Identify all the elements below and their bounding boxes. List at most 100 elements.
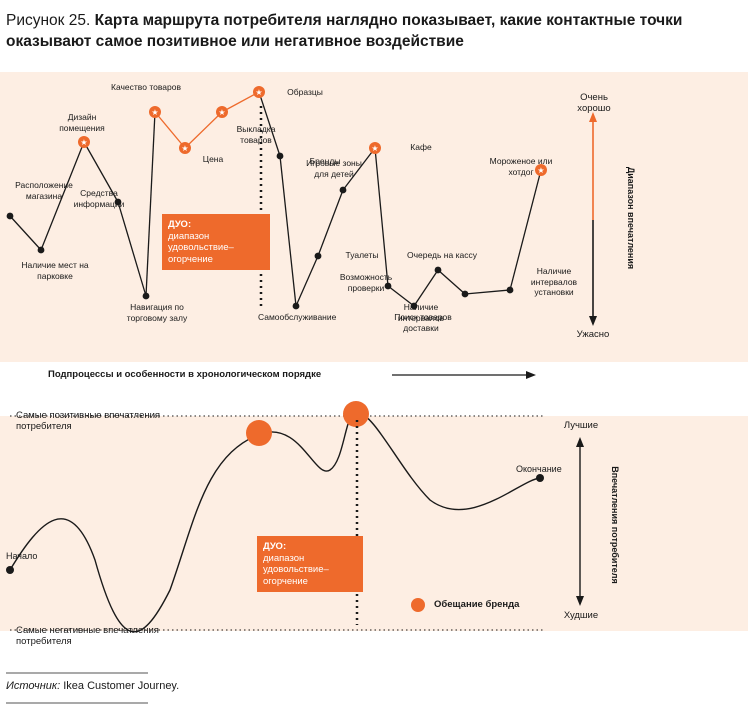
- star-icon: ★: [255, 88, 262, 97]
- x-axis-title: Подпроцессы и особенности в хронологичес…: [48, 369, 322, 380]
- star-touchpoint-marker: [535, 164, 547, 176]
- journey-lines: [9, 91, 542, 307]
- touchpoint-label: Возможность проверки: [339, 272, 393, 293]
- journey-segment: [342, 147, 376, 191]
- legend-label: Обещание бренда: [434, 599, 520, 610]
- touchpoint-marker: [410, 302, 418, 310]
- star-icon: ★: [181, 144, 188, 153]
- touchpoint-label: Поиск товаров: [394, 312, 452, 322]
- touchpoint-marker: [384, 282, 392, 290]
- touchpoint-label: Туалеты: [345, 250, 379, 260]
- journey-segment: [437, 269, 466, 295]
- source-text: Ikea Customer Journey.: [63, 680, 180, 692]
- journey-segment: [387, 285, 415, 307]
- touchpoint-label: Цена: [202, 154, 224, 164]
- touchpoint-label: Игровые зоны для детей: [306, 158, 362, 179]
- journey-segment: [184, 111, 223, 149]
- figure-title: Рисунок 25. Карта маршрута потребителя н…: [6, 10, 736, 52]
- touchpoint-label: Кафе: [410, 142, 432, 152]
- journey-segment: [154, 111, 186, 149]
- star-touchpoint-marker: [149, 106, 161, 118]
- journey-segment: [83, 141, 119, 203]
- duo-box-bottom: ДУО: диапазон удовольствие–огорчение: [257, 536, 363, 592]
- journey-points: ★ ★ ★ ★ ★ ★ ★: [6, 86, 547, 310]
- touchpoint-marker: [142, 292, 150, 300]
- end-label: Окончание: [516, 464, 562, 474]
- source-prefix: Источник:: [6, 680, 61, 692]
- brand-promise-marker: [246, 420, 272, 446]
- duo-title-bottom: ДУО:: [263, 541, 287, 552]
- journey-segment: [258, 91, 281, 157]
- star-touchpoint-marker: [216, 106, 228, 118]
- bottom-axis-top-label: Лучшие: [563, 420, 599, 431]
- star-touchpoint-marker: [253, 86, 265, 98]
- axis-bottom-label: Ужасно: [576, 329, 610, 340]
- touchpoint-label: Очередь на кассу: [407, 250, 477, 260]
- touchpoint-label: Мороженое или хотдог: [489, 156, 553, 177]
- duo-text: диапазон удовольствие–огорчение: [168, 230, 234, 265]
- touchpoint-marker: [114, 198, 122, 206]
- touchpoint-label: Наличие мест на парковке: [21, 260, 89, 281]
- star-icon: ★: [80, 138, 87, 147]
- touchpoint-label: Выкладка товаров: [236, 124, 276, 145]
- journey-segment: [295, 255, 319, 307]
- star-icon: ★: [218, 108, 225, 117]
- start-label: Начало: [6, 551, 38, 561]
- touchpoint-marker: [461, 290, 469, 298]
- journey-segment: [279, 155, 297, 307]
- star-touchpoint-marker: [179, 142, 191, 154]
- duo-text-bottom: диапазон удовольствие–огорчение: [263, 552, 329, 587]
- journey-segment: [221, 91, 260, 113]
- bottom-axis-down-arrow: [576, 596, 584, 606]
- touchpoint-label: Наличие интервалов доставки: [397, 302, 445, 333]
- journey-segment: [117, 201, 147, 297]
- touchpoint-marker: [276, 152, 284, 160]
- axis-top-label: Очень хорошо: [577, 92, 611, 114]
- touchpoint-marker: [339, 186, 347, 194]
- figure-title-text: Карта маршрута потребителя наглядно пока…: [6, 12, 683, 50]
- top-axis-title: Диапазон впечатления: [626, 166, 636, 270]
- touchpoint-label: Качество товаров: [111, 82, 181, 92]
- x-direction-arrow: [526, 371, 536, 379]
- axis-up-arrow: [589, 112, 597, 122]
- journey-segment: [509, 169, 542, 291]
- touchpoint-marker: [314, 252, 322, 260]
- touchpoint-marker: [434, 266, 442, 274]
- journey-segment: [317, 189, 344, 257]
- top-chart-panel: [0, 72, 748, 362]
- touchpoint-label: Дизайн помещения: [59, 112, 105, 133]
- star-icon: ★: [537, 166, 544, 175]
- touchpoint-label: Наличие интервалов установки: [530, 266, 578, 297]
- figure-label: Рисунок 25.: [6, 12, 91, 29]
- star-touchpoint-marker: [78, 136, 90, 148]
- touchpoint-marker: [37, 246, 45, 254]
- legend-dot: [411, 598, 425, 612]
- touchpoint-label: Самообслуживание: [258, 312, 337, 322]
- touchpoint-label: Средства информации: [73, 188, 125, 209]
- touchpoint-label: Бренды: [309, 156, 341, 166]
- brand-promise-marker: [343, 401, 369, 427]
- journey-segment: [145, 111, 156, 297]
- axis-down-arrow: [589, 316, 597, 326]
- touchpoint-marker: [6, 212, 14, 220]
- source-note: Источник: Ikea Customer Journey.: [6, 680, 179, 692]
- bottom-chart-panel: [0, 416, 748, 631]
- journey-segment: [374, 147, 389, 287]
- journey-segment: [464, 289, 511, 295]
- journey-segment: [413, 269, 439, 307]
- journey-segment: [40, 141, 85, 251]
- touchpoint-marker: [292, 302, 300, 310]
- bottom-axis-title: Впечатления потребителя: [610, 466, 620, 584]
- touchpoint-label: Образцы: [287, 87, 323, 97]
- touchpoint-label: Расположение магазина: [15, 180, 73, 201]
- star-icon: ★: [371, 144, 378, 153]
- end-point: [536, 474, 544, 482]
- best-line-label: Самые позитивные впечатления потребителя: [16, 410, 161, 432]
- start-point: [6, 566, 14, 574]
- duo-box: ДУО: диапазон удовольствие–огорчение: [162, 214, 270, 270]
- bottom-axis-bottom-label: Худшие: [563, 610, 599, 621]
- worst-line-label: Самые негативные впечатления потребителя: [16, 625, 159, 647]
- touchpoint-label: Навигация по торговому залу: [126, 302, 188, 323]
- touchpoint-marker: [506, 286, 514, 294]
